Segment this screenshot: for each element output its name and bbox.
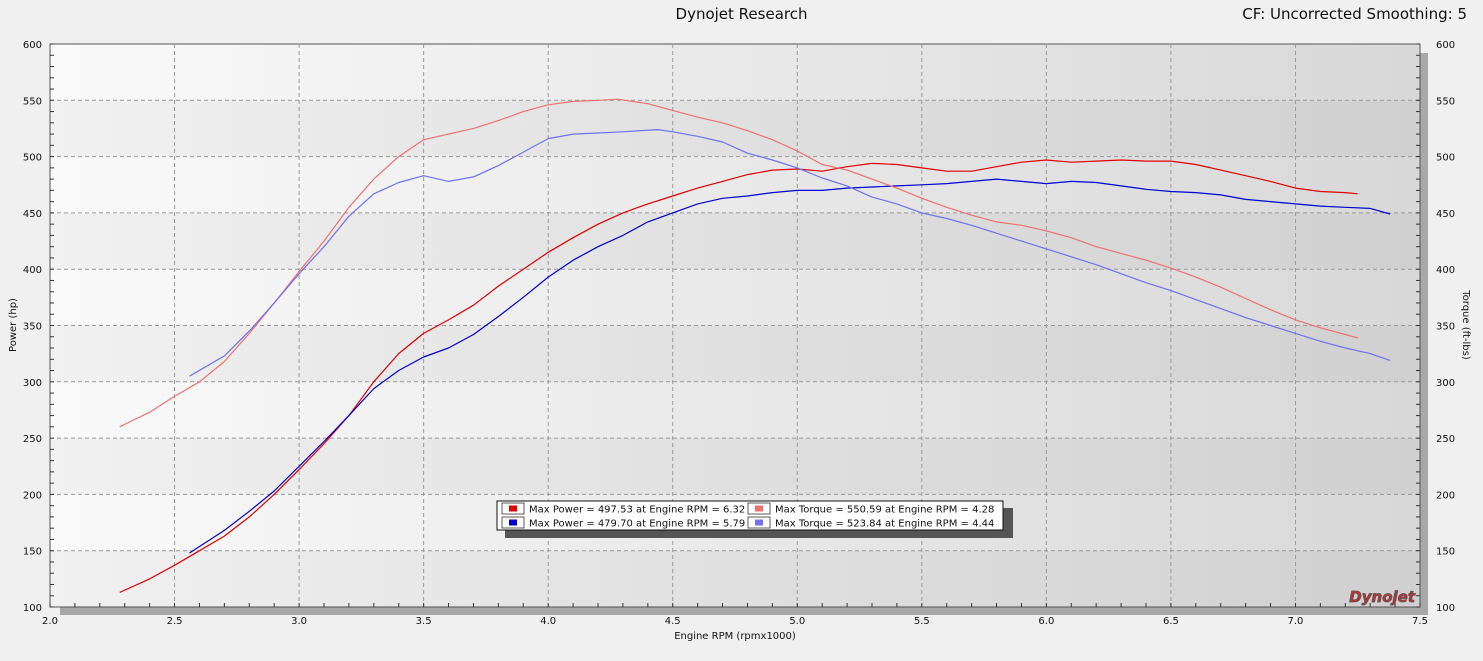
series-line-torque-red xyxy=(119,98,1358,428)
y-left-tick-label: 400 xyxy=(23,265,42,276)
x-tick-label: 3.0 xyxy=(291,616,307,627)
x-tick-label: 7.5 xyxy=(1412,616,1428,627)
dynojet-watermark: Dynojet xyxy=(1349,588,1416,606)
x-tick-label: 3.5 xyxy=(416,616,432,627)
x-axis-title: Engine RPM (rpmx1000) xyxy=(674,631,796,642)
y-left-tick-label: 150 xyxy=(23,547,42,558)
series-line-power-red xyxy=(119,159,1358,593)
legend-swatch-torque-red xyxy=(755,505,763,512)
legend-label: Max Power = 479.70 at Engine RPM = 5.79 xyxy=(529,519,745,530)
y-left-tick-label: 450 xyxy=(23,209,42,220)
y-right-tick-label: 500 xyxy=(1436,153,1455,164)
y-left-tick-label: 600 xyxy=(23,40,42,51)
minor-ticks xyxy=(49,43,1421,608)
y-right-tick-label: 150 xyxy=(1436,547,1455,558)
y-left-tick-label: 550 xyxy=(23,96,42,107)
y-right-axis-title: Torque (ft-lbs) xyxy=(1460,289,1471,360)
y-left-tick-label: 100 xyxy=(23,603,42,614)
plot-band xyxy=(50,438,1420,494)
series-lines xyxy=(119,98,1391,593)
y-right-tick-labels: 100 150 200 250 300 350 400 450 500 550 600 xyxy=(1436,40,1455,614)
y-left-tick-label: 300 xyxy=(23,378,42,389)
chart-title: Dynojet Research xyxy=(675,5,808,23)
y-left-tick-label: 500 xyxy=(23,153,42,164)
series-line-torque-blue xyxy=(189,129,1391,377)
x-tick-label: 6.0 xyxy=(1038,616,1054,627)
y-right-tick-label: 200 xyxy=(1436,490,1455,501)
x-tick-label: 4.0 xyxy=(540,616,556,627)
legend: Max Power = 497.53 at Engine RPM = 6.32 M… xyxy=(496,500,1013,538)
y-right-tick-label: 450 xyxy=(1436,209,1455,220)
y-right-tick-label: 600 xyxy=(1436,40,1455,51)
series-line-power-blue xyxy=(189,178,1391,554)
plot-band xyxy=(50,213,1420,269)
x-tick-label: 4.5 xyxy=(665,616,681,627)
plot-band xyxy=(50,326,1420,382)
x-tick-labels: 2.0 2.5 3.0 3.5 4.0 4.5 5.0 5.5 6.0 6.5 7.0 7.5 xyxy=(42,616,1428,627)
legend-label: Max Torque = 550.59 at Engine RPM = 4.28 xyxy=(775,505,994,516)
x-tick-label: 5.0 xyxy=(789,616,805,627)
x-tick-label: 7.0 xyxy=(1288,616,1304,627)
y-right-tick-label: 550 xyxy=(1436,96,1455,107)
y-left-tick-label: 200 xyxy=(23,490,42,501)
y-left-tick-labels: 100 150 200 250 300 350 400 450 500 550 600 xyxy=(23,40,42,614)
legend-swatch-power-blue xyxy=(509,519,517,526)
y-left-tick-label: 250 xyxy=(23,434,42,445)
x-tick-label: 2.0 xyxy=(42,616,58,627)
legend-label: Max Power = 497.53 at Engine RPM = 6.32 xyxy=(529,505,745,516)
correction-factor-info: CF: Uncorrected Smoothing: 5 xyxy=(1242,5,1467,23)
x-tick-label: 2.5 xyxy=(167,616,183,627)
x-tick-label: 6.5 xyxy=(1163,616,1179,627)
y-left-tick-label: 350 xyxy=(23,322,42,333)
y-right-tick-label: 350 xyxy=(1436,322,1455,333)
y-left-axis-title: Power (hp) xyxy=(8,298,19,352)
x-tick-label: 5.5 xyxy=(914,616,930,627)
legend-swatch-power-red xyxy=(509,505,517,512)
legend-swatch-torque-blue xyxy=(755,519,763,526)
legend-label: Max Torque = 523.84 at Engine RPM = 4.44 xyxy=(775,519,994,530)
y-right-tick-label: 400 xyxy=(1436,265,1455,276)
y-right-tick-label: 100 xyxy=(1436,603,1455,614)
y-right-tick-label: 300 xyxy=(1436,378,1455,389)
y-right-tick-label: 250 xyxy=(1436,434,1455,445)
plot-band xyxy=(50,551,1420,607)
